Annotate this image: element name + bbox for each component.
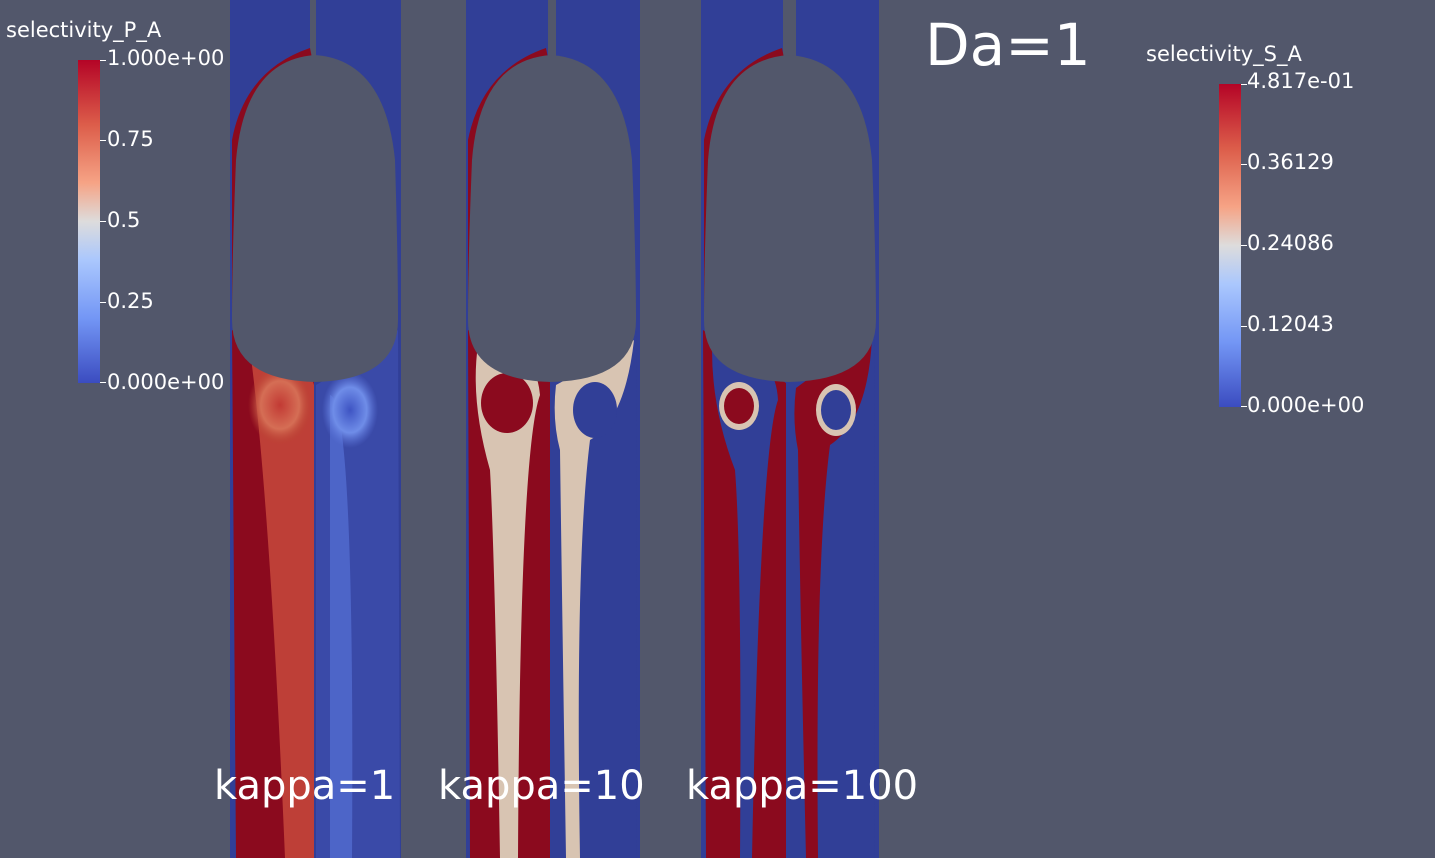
bubble — [704, 55, 876, 382]
colorbar-right-tick: 0.12043 — [1247, 312, 1334, 336]
colorbar-right-tick: 0.24086 — [1247, 231, 1334, 255]
channel-separator — [548, 0, 556, 58]
page-title: Da=1 — [925, 11, 1091, 79]
wake-band-right — [330, 395, 353, 858]
panel-label-kappa-100: kappa=100 — [686, 763, 919, 809]
colorbar-right-tick: 4.817e-01 — [1247, 69, 1355, 93]
vortex-right — [322, 372, 378, 448]
panel-kappa-1 — [230, 0, 401, 858]
panel-label-kappa-10: kappa=10 — [438, 763, 645, 809]
colorbar-left-title: selectivity_P_A — [6, 18, 162, 42]
vortex-right — [573, 382, 617, 438]
colorbar-left-tick: 0.25 — [107, 289, 154, 313]
wake-band — [712, 349, 778, 858]
vortex-left — [481, 373, 533, 433]
panel-kappa-100 — [701, 0, 879, 858]
colorbar-left-tick: 1.000e+00 — [107, 46, 225, 70]
colorbar-left-tick: 0.000e+00 — [107, 370, 225, 394]
wake-band — [475, 344, 540, 858]
colorbar-right-tick: 0.36129 — [1247, 150, 1334, 174]
colorbar-left-tick: 0.5 — [107, 208, 141, 232]
colorbar-right-bar — [1219, 84, 1241, 407]
wake-band-right — [554, 340, 634, 858]
panel-label-kappa-1: kappa=1 — [214, 763, 396, 809]
channel-separator — [310, 0, 316, 58]
panel-kappa-10 — [466, 0, 640, 858]
colorbar-left-tick: 0.75 — [107, 127, 154, 151]
wake-band — [250, 344, 314, 858]
bubble — [232, 55, 398, 382]
channel-separator — [783, 0, 796, 58]
wake-band-right — [794, 338, 872, 858]
bubble — [468, 55, 636, 382]
colorbar-left-bar — [78, 60, 100, 383]
colorbar-right-tick: 0.000e+00 — [1247, 393, 1365, 417]
vortex-right — [821, 390, 851, 430]
colorbar-right-title: selectivity_S_A — [1146, 42, 1302, 66]
vortex-left — [724, 388, 754, 424]
vortex-left — [248, 365, 312, 445]
